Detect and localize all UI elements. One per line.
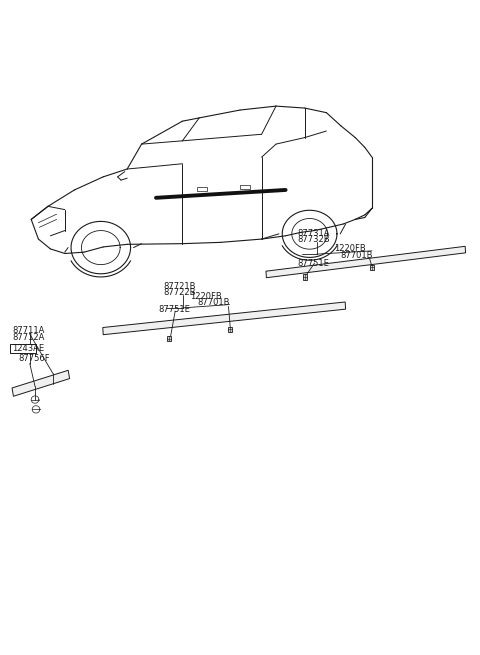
Bar bbox=[370, 265, 374, 270]
FancyBboxPatch shape bbox=[10, 344, 36, 353]
Bar bbox=[303, 274, 307, 280]
Text: 1220FB: 1220FB bbox=[334, 244, 365, 253]
Text: 87721B: 87721B bbox=[163, 282, 196, 291]
Polygon shape bbox=[12, 370, 70, 396]
Bar bbox=[197, 187, 207, 191]
Text: 87701B: 87701B bbox=[198, 298, 230, 307]
Polygon shape bbox=[266, 246, 466, 278]
Text: 87701B: 87701B bbox=[341, 251, 373, 260]
Text: 87731A: 87731A bbox=[298, 229, 330, 238]
Text: 87756F: 87756F bbox=[18, 354, 50, 363]
Polygon shape bbox=[103, 302, 346, 335]
Text: 87711A: 87711A bbox=[12, 326, 44, 335]
Text: 87722B: 87722B bbox=[163, 288, 196, 297]
Bar bbox=[240, 185, 250, 189]
Text: 1243AE: 1243AE bbox=[12, 344, 44, 353]
Text: 87751E: 87751E bbox=[158, 305, 190, 314]
Bar bbox=[228, 327, 232, 332]
Text: 87712A: 87712A bbox=[12, 333, 44, 342]
Text: 87732B: 87732B bbox=[298, 235, 330, 244]
Text: 1220FB: 1220FB bbox=[191, 291, 222, 301]
Text: 87751E: 87751E bbox=[298, 259, 329, 268]
Bar bbox=[167, 336, 171, 341]
